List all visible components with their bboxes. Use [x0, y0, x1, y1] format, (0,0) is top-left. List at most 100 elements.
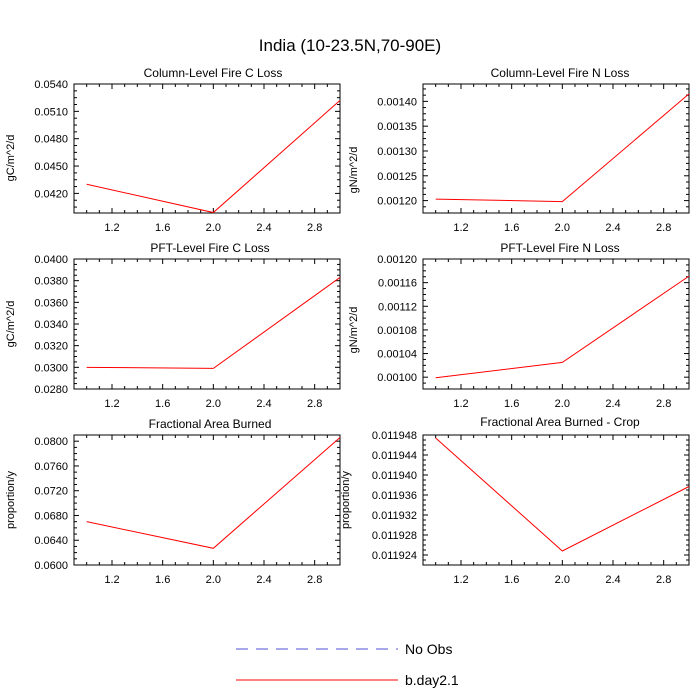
x-tick-label: 1.6: [155, 398, 170, 410]
panel-fractional-area-burned: Fractional Area Burned proportion/y: [5, 417, 271, 529]
plot-area-1: 1.2 1.6 2.0 2.4 2.8 0.0420 0.0450 0.0480 0.0510 0…: [34, 79, 341, 234]
x-tick-label: 1.2: [453, 398, 468, 410]
x-tick-label: 2.4: [605, 398, 620, 410]
y-tick-label: 0.00104: [377, 349, 417, 361]
x-tick-label: 2.0: [206, 574, 221, 586]
x-tick-label: 2.8: [307, 222, 322, 234]
panel-pft-c-loss: PFT-Level Fire C Loss gC/m^2/d: [5, 241, 270, 347]
y-tick-label: 0.00135: [377, 121, 417, 133]
panel-column-n-loss: Column-Level Fire N Loss gN/m^2/d: [348, 66, 629, 193]
x-tick-label: 1.2: [104, 222, 119, 234]
x-tick-label: 1.6: [504, 222, 519, 234]
y-axis-label: gC/m^2/d: [5, 135, 17, 182]
x-tick-label: 1.2: [104, 574, 119, 586]
x-tick-label: 2.0: [555, 398, 570, 410]
x-tick-label: 2.8: [656, 574, 671, 586]
series-line-b-day2-1: [435, 275, 690, 379]
x-tick-label: 2.4: [605, 222, 620, 234]
y-tick-label: 0.011932: [372, 510, 417, 522]
panel-title: Fractional Area Burned: [149, 417, 272, 431]
y-tick-label: 0.0720: [34, 486, 68, 498]
x-tick-label: 2.0: [206, 222, 221, 234]
legend-label-no-obs: No Obs: [405, 641, 452, 657]
panel-title: PFT-Level Fire N Loss: [500, 241, 619, 255]
series-line-b-day2-1: [86, 437, 341, 549]
y-tick-label: 0.00100: [377, 372, 417, 384]
x-tick-label: 2.4: [256, 574, 271, 586]
x-tick-label: 2.0: [555, 222, 570, 234]
x-tick-label: 1.6: [504, 574, 519, 586]
y-tick-label: 0.0800: [34, 436, 68, 448]
y-tick-label: 0.0510: [34, 106, 68, 118]
series-line-b-day2-1: [435, 93, 690, 203]
y-tick-label: 0.0300: [34, 362, 68, 374]
panel-column-c-loss: Column-Level Fire C Loss gC/m^2/d: [5, 66, 282, 181]
y-axis-label: gC/m^2/d: [5, 301, 17, 348]
plot-frame: [73, 83, 341, 214]
y-tick-label: 0.0420: [34, 188, 68, 200]
y-tick-label: 0.00116: [378, 278, 417, 290]
y-tick-label: 0.0450: [34, 161, 68, 173]
plot-frame: [422, 83, 690, 214]
x-tick-label: 2.4: [256, 398, 271, 410]
y-tick-label: 0.011928: [372, 530, 417, 542]
y-axis-label: gN/m^2/d: [348, 147, 360, 194]
y-axis-label: proportion/y: [5, 470, 17, 529]
x-tick-label: 1.6: [155, 222, 170, 234]
y-tick-label: 0.011940: [372, 470, 417, 482]
legend-label-b-day2-1: b.day2.1: [405, 672, 459, 688]
y-axis-label: proportion/y: [340, 470, 352, 529]
y-tick-label: 0.00130: [377, 146, 417, 158]
legend: No Obs b.day2.1: [236, 641, 459, 688]
x-tick-label: 2.0: [206, 398, 221, 410]
y-tick-label: 0.00120: [377, 196, 417, 208]
x-tick-label: 2.0: [555, 574, 570, 586]
y-tick-label: 0.011936: [372, 490, 417, 502]
y-tick-label: 0.00112: [378, 301, 417, 313]
y-tick-label: 0.00120: [377, 254, 417, 266]
y-tick-label: 0.011948: [372, 430, 417, 442]
panel-title: Column-Level Fire N Loss: [491, 66, 630, 80]
plot-area-6: 1.2 1.6 2.0 2.4 2.8 0.011924 0.011928 0.011932 0…: [372, 430, 690, 586]
x-tick-label: 1.6: [504, 398, 519, 410]
y-tick-label: 0.00108: [377, 325, 417, 337]
x-tick-label: 2.8: [307, 574, 322, 586]
panel-fractional-area-burned-crop: Fractional Area Burned - Crop proportion…: [340, 415, 640, 529]
x-tick-label: 2.4: [605, 574, 620, 586]
y-tick-label: 0.00140: [377, 96, 417, 108]
y-tick-label: 0.0400: [34, 254, 68, 266]
series-line-b-day2-1: [86, 277, 341, 369]
plot-frame: [73, 434, 341, 566]
y-tick-label: 0.0760: [34, 461, 68, 473]
x-tick-label: 1.2: [453, 574, 468, 586]
y-tick-label: 0.0640: [34, 535, 68, 547]
x-tick-label: 2.8: [307, 398, 322, 410]
y-tick-label: 0.0600: [34, 560, 68, 572]
plot-area-2: 1.2 1.6 2.0 2.4 2.8 0.00120 0.00125 0.00130 0.00…: [377, 83, 690, 234]
plot-area-3: 1.2 1.6 2.0 2.4 2.8 0.0280 0.0300 0.0320 0.0340 0…: [34, 254, 341, 410]
plot-area-5: 1.2 1.6 2.0 2.4 2.8 0.0600 0.0640 0.0680 0.0720 0…: [34, 434, 341, 586]
figure-title: India (10-23.5N,70-90E): [259, 36, 441, 55]
series-line-b-day2-1: [86, 100, 341, 214]
x-tick-label: 2.8: [656, 398, 671, 410]
x-tick-label: 1.2: [104, 398, 119, 410]
y-tick-label: 0.0340: [34, 319, 68, 331]
x-tick-label: 1.6: [155, 574, 170, 586]
y-axis-label: gN/m^2/d: [348, 307, 360, 354]
x-tick-label: 1.2: [453, 222, 468, 234]
x-tick-label: 2.8: [656, 222, 671, 234]
plot-area-4: 1.2 1.6 2.0 2.4 2.8 0.00100 0.00104 0.00108 0.00…: [377, 254, 690, 410]
y-tick-label: 0.0320: [34, 341, 68, 353]
y-tick-label: 0.0380: [34, 276, 68, 288]
series-line-b-day2-1: [435, 437, 690, 552]
y-tick-label: 0.0360: [34, 297, 68, 309]
panel-title: Fractional Area Burned - Crop: [480, 415, 640, 429]
y-tick-label: 0.0480: [34, 134, 68, 146]
y-tick-label: 0.011944: [372, 450, 417, 462]
panel-title: Column-Level Fire C Loss: [144, 66, 283, 80]
y-tick-label: 0.0540: [34, 79, 68, 91]
y-tick-label: 0.0680: [34, 510, 68, 522]
y-tick-label: 0.0280: [34, 384, 68, 396]
